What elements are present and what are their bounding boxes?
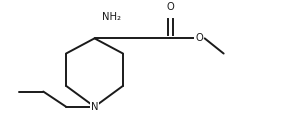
Text: O: O <box>195 33 203 43</box>
Text: N: N <box>91 102 98 112</box>
Text: O: O <box>167 2 174 12</box>
Text: NH₂: NH₂ <box>102 12 121 23</box>
